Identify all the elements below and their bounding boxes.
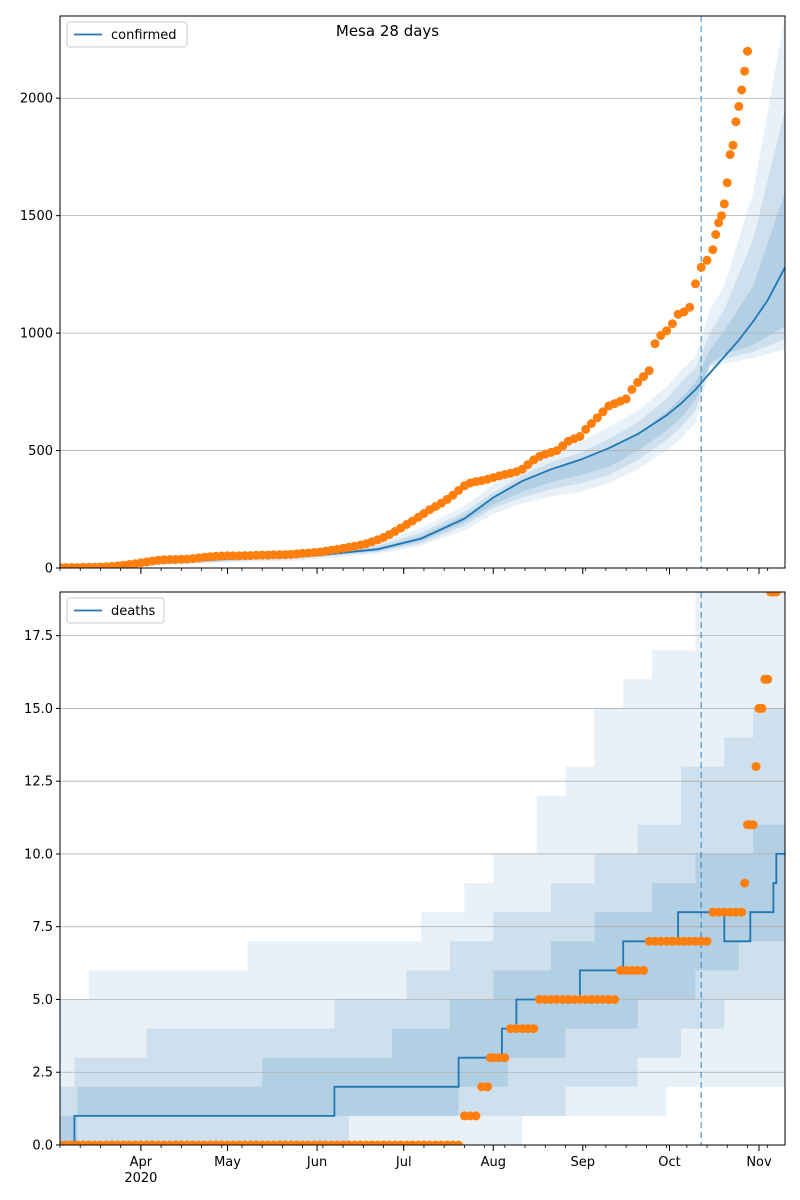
observed-point bbox=[592, 413, 602, 423]
observed-point bbox=[763, 674, 773, 684]
observed-point bbox=[702, 255, 712, 265]
y-tick-label: 15.0 bbox=[24, 702, 53, 717]
x-tick-label: Jun bbox=[306, 1155, 327, 1170]
y-tick-label: 1500 bbox=[20, 209, 53, 224]
observed-point bbox=[598, 407, 608, 417]
observed-point bbox=[667, 319, 677, 329]
observed-point bbox=[610, 995, 620, 1004]
y-tick-label: 0.0 bbox=[32, 1139, 53, 1154]
observed-point bbox=[575, 432, 585, 441]
y-tick-label: 0 bbox=[45, 562, 53, 577]
observed-point bbox=[737, 907, 747, 917]
observed-point bbox=[471, 1111, 481, 1121]
observed-point bbox=[483, 1082, 492, 1092]
observed-point bbox=[725, 150, 735, 160]
observed-point bbox=[748, 820, 758, 830]
legend-label: deaths bbox=[111, 604, 156, 619]
observed-point bbox=[719, 199, 729, 209]
observed-point bbox=[734, 101, 744, 111]
observed-point bbox=[740, 66, 750, 76]
x-tick-label: Apr bbox=[130, 1155, 153, 1170]
deaths-panel: 0.0 2.5 5.0 7.5 10.0 12.5 15.0 17.5 Apr May Jun Jul… bbox=[24, 591, 786, 1186]
x-tick-label: Oct bbox=[658, 1155, 680, 1170]
legend-box bbox=[66, 597, 165, 624]
observed-point bbox=[714, 218, 724, 228]
model-median-line bbox=[60, 853, 785, 1145]
observed-point bbox=[627, 385, 637, 394]
observed-point bbox=[771, 592, 781, 597]
y-tick-label: 2.5 bbox=[32, 1066, 53, 1081]
observed-point bbox=[722, 178, 732, 188]
observed-point bbox=[621, 394, 631, 404]
observed-point bbox=[529, 1024, 539, 1034]
y-tick-label: 7.5 bbox=[32, 920, 53, 935]
y-tick-label: 500 bbox=[28, 444, 53, 459]
observed-point bbox=[454, 1140, 464, 1145]
x-tick-label: May bbox=[214, 1155, 241, 1170]
axes-frame bbox=[59, 591, 786, 1146]
observed-point bbox=[728, 140, 738, 150]
observed-point bbox=[737, 85, 747, 95]
observed-point bbox=[708, 245, 718, 255]
observed-point bbox=[581, 424, 591, 434]
observed-point bbox=[650, 339, 660, 349]
observed-point bbox=[740, 878, 750, 888]
observed-point bbox=[696, 262, 706, 272]
confidence-band-3 bbox=[60, 766, 785, 1145]
observed-point bbox=[711, 230, 721, 239]
observed-point bbox=[717, 211, 726, 221]
observed-point bbox=[731, 117, 741, 127]
confidence-band-1 bbox=[60, 16, 785, 568]
chart-title: Mesa 28 days bbox=[336, 22, 439, 40]
legend: deaths bbox=[66, 597, 165, 624]
x-year-label: 2020 bbox=[124, 1171, 157, 1186]
observed-point bbox=[587, 419, 596, 428]
x-tick-label: Aug bbox=[481, 1155, 506, 1170]
observed-point bbox=[500, 1053, 510, 1063]
observed-point bbox=[639, 372, 648, 382]
confidence-band-2 bbox=[60, 592, 785, 1145]
x-tick-label: Nov bbox=[746, 1155, 772, 1170]
observed-point bbox=[691, 279, 700, 289]
observed-point bbox=[633, 377, 643, 387]
y-tick-label: 12.5 bbox=[24, 775, 53, 790]
confidence-band-1 bbox=[60, 592, 785, 1145]
observed-point bbox=[757, 703, 767, 713]
confirmed-panel: 0 500 1000 1500 2000 Mesa 28 days confirmed bbox=[20, 15, 786, 577]
y-tick-label: 1000 bbox=[20, 327, 53, 342]
observed-point bbox=[743, 46, 752, 56]
confidence-band-2 bbox=[60, 110, 785, 568]
plot-area bbox=[60, 592, 785, 1145]
legend: confirmed bbox=[66, 21, 188, 48]
plot-area bbox=[60, 16, 785, 568]
y-tick-label: 2000 bbox=[20, 92, 53, 107]
y-tick-label: 5.0 bbox=[32, 993, 53, 1008]
x-tick-label: Sep bbox=[571, 1155, 596, 1170]
observed-point bbox=[644, 366, 654, 376]
observed-point bbox=[662, 326, 672, 336]
y-tick-label: 10.0 bbox=[24, 847, 53, 862]
observed-point bbox=[702, 936, 712, 946]
legend-box bbox=[66, 21, 188, 48]
axes-frame bbox=[59, 15, 786, 569]
observed-point bbox=[751, 762, 761, 772]
observed-point bbox=[639, 965, 648, 975]
x-tick-label: Jul bbox=[395, 1155, 412, 1170]
observed-point bbox=[685, 302, 695, 312]
y-tick-label: 17.5 bbox=[24, 629, 53, 644]
legend-label: confirmed bbox=[111, 28, 177, 43]
